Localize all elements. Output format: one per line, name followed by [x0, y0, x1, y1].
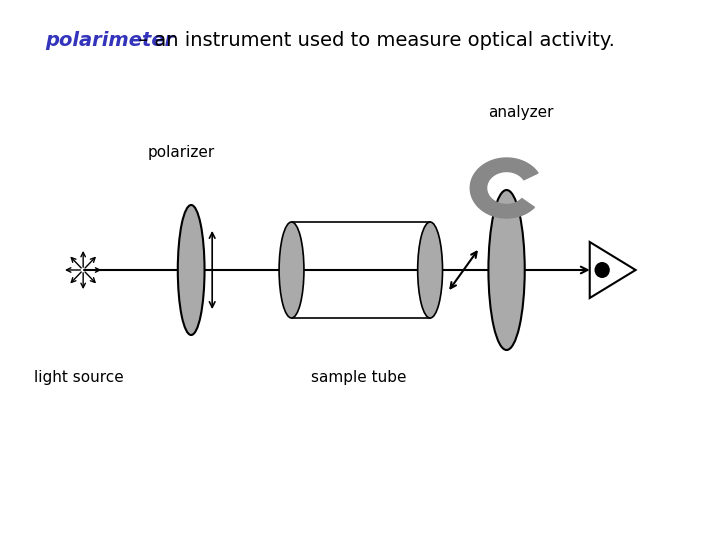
- Text: analyzer: analyzer: [488, 105, 554, 120]
- Ellipse shape: [488, 190, 525, 350]
- Text: – an instrument used to measure optical activity.: – an instrument used to measure optical …: [132, 31, 615, 50]
- Ellipse shape: [178, 205, 204, 335]
- Circle shape: [595, 262, 610, 278]
- Text: light source: light source: [34, 370, 123, 385]
- Ellipse shape: [279, 222, 304, 318]
- Text: polarizer: polarizer: [148, 145, 215, 160]
- Text: polarimeter: polarimeter: [45, 31, 174, 50]
- Text: sample tube: sample tube: [310, 370, 406, 385]
- Ellipse shape: [418, 222, 443, 318]
- Bar: [292, 222, 430, 318]
- Polygon shape: [590, 242, 636, 298]
- Polygon shape: [470, 158, 538, 218]
